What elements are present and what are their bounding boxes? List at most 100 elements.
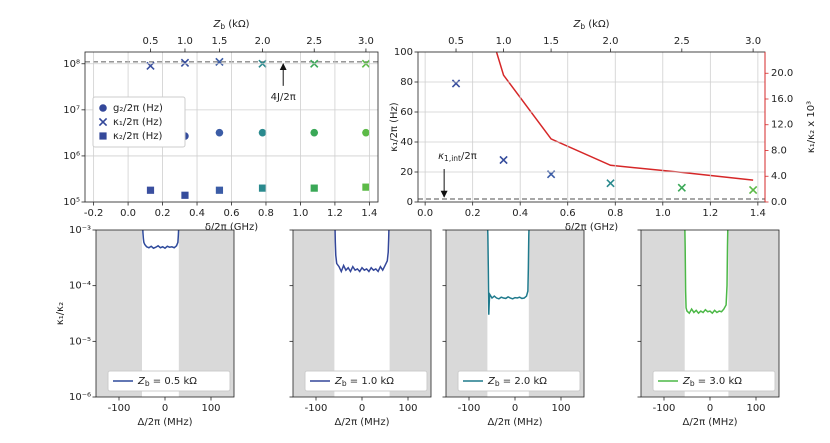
marker-x — [180, 58, 190, 67]
y2-tick-label: 8.0 — [771, 145, 787, 156]
legend-box — [92, 96, 186, 148]
marker-x — [451, 79, 461, 88]
legend-label-relation: = — [695, 376, 710, 387]
x-tick-label: 0.0 — [120, 208, 136, 219]
x-tick-label: 0.0 — [417, 208, 433, 219]
axes-frame — [640, 229, 780, 398]
data-line — [334, 230, 390, 274]
legend-name: 3.0 kΩ — [709, 376, 742, 387]
legend-label: Zb = 3.0 kΩ — [682, 376, 742, 388]
x2-axis-label-unit: (kΩ) — [585, 19, 610, 30]
x2-tick-label: 0.5 — [448, 36, 464, 47]
x-tick-label: 0 — [707, 403, 713, 414]
x-tick-label: 0.4 — [512, 208, 528, 219]
y-tick-label: 10⁵ — [63, 197, 80, 208]
y-tick-label: 60 — [400, 107, 413, 118]
axes-frame — [445, 229, 585, 398]
legend-label-subscript: b — [690, 379, 695, 388]
x-tick-label: 0.2 — [155, 208, 171, 219]
shaded-region — [528, 230, 584, 397]
y-tick-label: 20 — [400, 167, 413, 178]
y2-tick-label: 4.0 — [771, 171, 787, 182]
annotation: κ1,int/2π — [438, 151, 477, 163]
x-axis-label: δ/2π (GHz) — [205, 222, 258, 233]
legend-label-symbol: Z — [137, 376, 146, 387]
x2-axis-label-symbol: Z — [572, 19, 581, 30]
x2-tick-label: 2.0 — [255, 36, 271, 47]
legend-label-symbol: Z — [682, 376, 691, 387]
x-tick-label: 100 — [551, 403, 570, 414]
legend-label-subscript: b — [495, 379, 500, 388]
data-line — [684, 230, 729, 315]
x2-tick-label: 2.0 — [603, 36, 619, 47]
marker-circle — [258, 128, 267, 137]
x-tick-label: 0.4 — [189, 208, 205, 219]
marker-x — [215, 57, 224, 67]
data-line — [486, 230, 530, 315]
legend-name: 2.0 kΩ — [514, 376, 547, 387]
x-tick-label: 0 — [359, 403, 365, 414]
x-tick-label: 0.2 — [465, 208, 481, 219]
x-axis-label: Δ/2π (MHz) — [335, 417, 390, 428]
marker-circle — [362, 128, 370, 137]
legend-box — [304, 370, 428, 392]
x2-tick-label: 1.5 — [211, 36, 227, 47]
x-tick-label: 1.0 — [655, 208, 671, 219]
x-tick-label: 0 — [512, 403, 518, 414]
x-tick-label: 100 — [746, 403, 765, 414]
legend-label: κ₁/2π (Hz) — [113, 117, 163, 128]
y-tick-label: 10⁻⁴ — [69, 281, 91, 292]
legend-box — [107, 370, 231, 392]
x-tick-label: 0.8 — [258, 208, 274, 219]
plot-area — [446, 230, 584, 397]
x-tick-label: 0 — [162, 403, 168, 414]
marker-x — [146, 61, 155, 71]
plot-area — [641, 230, 779, 397]
x2-axis-label-subscript: b — [220, 22, 225, 31]
y-tick-label: 10⁻³ — [69, 225, 91, 236]
x2-axis-label: Zb (kΩ) — [572, 19, 609, 31]
x2-tick-label: 2.5 — [674, 36, 690, 47]
y-tick-label: 10⁸ — [63, 59, 80, 70]
shaded-region — [728, 230, 779, 397]
x2-axis-label-symbol: Z — [212, 19, 221, 30]
y-tick-label: 100 — [394, 47, 413, 58]
marker-square — [310, 184, 318, 192]
y-axis-label: κ₁/2π (Hz) — [389, 102, 400, 152]
x-axis-label: Δ/2π (MHz) — [138, 417, 193, 428]
legend-label-relation: = — [150, 376, 165, 387]
axes-frame — [292, 229, 432, 398]
annotation-subscript: 1,int — [444, 154, 461, 163]
axes-frame — [95, 229, 235, 398]
x2-tick-label: 1.0 — [177, 36, 193, 47]
x2-tick-label: 1.0 — [496, 36, 512, 47]
x2-axis-label-subscript: b — [580, 22, 585, 31]
legend-label: Zb = 0.5 kΩ — [137, 376, 197, 388]
x2-tick-label: 1.5 — [543, 36, 559, 47]
legend-label-subscript: b — [342, 379, 347, 388]
marker-x — [748, 185, 758, 195]
y-tick-label: 10⁻⁵ — [69, 336, 91, 347]
x-tick-label: 0.6 — [224, 208, 240, 219]
shaded-region — [96, 230, 142, 397]
legend-label: Zb = 2.0 kΩ — [487, 376, 547, 388]
marker-square — [258, 184, 267, 192]
x-tick-label: -100 — [653, 403, 676, 414]
x-tick-label: -0.2 — [84, 208, 104, 219]
legend-label-relation: = — [347, 376, 362, 387]
x2-tick-label: 3.0 — [745, 36, 761, 47]
x2-tick-label: 0.5 — [143, 36, 159, 47]
shaded-region — [446, 230, 488, 397]
x-tick-label: 1.0 — [292, 208, 308, 219]
x-tick-label: -100 — [458, 403, 481, 414]
legend-label-symbol: Z — [334, 376, 343, 387]
plot-area — [96, 230, 234, 397]
x2-axis-label: Zb (kΩ) — [212, 19, 249, 31]
axes-frame — [417, 51, 766, 203]
legend-name: 1.0 kΩ — [361, 376, 394, 387]
x-tick-label: 0.8 — [607, 208, 623, 219]
plot-area — [293, 230, 431, 397]
marker-circle — [215, 128, 224, 137]
x2-tick-label: 2.5 — [306, 36, 322, 47]
